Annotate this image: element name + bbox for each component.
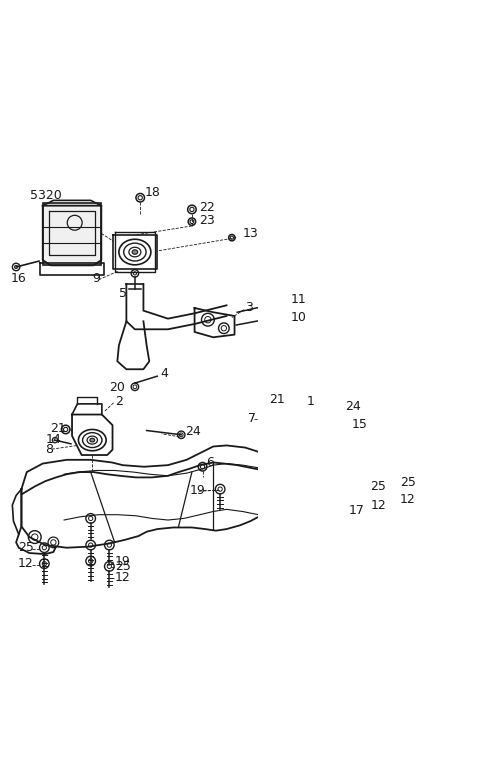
- Text: 4: 4: [160, 367, 168, 380]
- Text: 17: 17: [349, 504, 365, 517]
- Polygon shape: [43, 203, 101, 265]
- Text: 18: 18: [145, 186, 161, 199]
- Text: 25: 25: [371, 480, 386, 493]
- Text: 19: 19: [189, 483, 205, 497]
- Text: 19: 19: [115, 554, 131, 567]
- Text: 12: 12: [115, 571, 131, 584]
- Text: 25: 25: [400, 476, 416, 490]
- Text: 24: 24: [345, 400, 361, 413]
- Text: 12: 12: [400, 493, 415, 507]
- Text: 25: 25: [115, 560, 131, 573]
- Text: 23: 23: [199, 214, 215, 227]
- Text: 21: 21: [269, 393, 285, 406]
- Text: 3: 3: [245, 301, 253, 315]
- Ellipse shape: [281, 417, 287, 421]
- Text: 21: 21: [49, 423, 65, 436]
- Ellipse shape: [132, 250, 138, 254]
- Text: 8: 8: [46, 443, 53, 456]
- Text: 10: 10: [290, 311, 306, 324]
- Text: 5320: 5320: [31, 189, 62, 201]
- Text: 5: 5: [119, 287, 127, 300]
- Text: 22: 22: [199, 201, 215, 214]
- Text: 6: 6: [206, 456, 214, 469]
- Ellipse shape: [90, 438, 95, 442]
- Text: 13: 13: [242, 227, 258, 240]
- Text: 1: 1: [306, 395, 314, 408]
- Text: 15: 15: [352, 418, 368, 431]
- Text: 9: 9: [92, 272, 100, 285]
- Text: 12: 12: [18, 557, 34, 571]
- Text: 16: 16: [11, 272, 26, 285]
- Text: 2: 2: [115, 395, 122, 408]
- Text: 20: 20: [109, 382, 125, 395]
- Text: 24: 24: [185, 425, 201, 438]
- Text: 12: 12: [371, 499, 386, 512]
- Text: 14: 14: [46, 433, 61, 446]
- Text: 11: 11: [290, 294, 306, 307]
- Text: 25: 25: [18, 541, 34, 554]
- Text: 7: 7: [248, 412, 256, 426]
